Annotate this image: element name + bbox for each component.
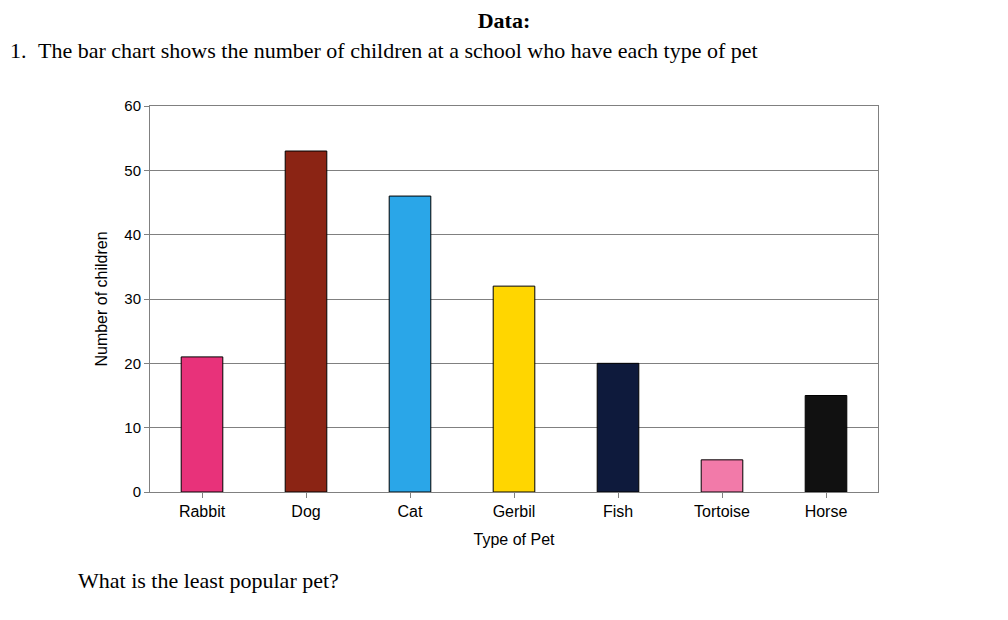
svg-text:Type of Pet: Type of Pet xyxy=(474,531,555,548)
svg-text:Fish: Fish xyxy=(603,503,633,520)
svg-text:Horse: Horse xyxy=(805,503,848,520)
svg-text:Dog: Dog xyxy=(291,503,320,520)
svg-text:60: 60 xyxy=(124,97,141,114)
svg-text:10: 10 xyxy=(124,419,141,436)
svg-text:40: 40 xyxy=(124,226,141,243)
svg-text:Gerbil: Gerbil xyxy=(493,503,536,520)
svg-text:Number of children: Number of children xyxy=(93,231,110,366)
svg-text:50: 50 xyxy=(124,162,141,179)
html-text:The bar chart shows the number: The bar chart shows the number of childr… xyxy=(38,38,758,63)
html-text:1.: 1. xyxy=(10,38,27,63)
svg-text:30: 30 xyxy=(124,290,141,307)
svg-text:20: 20 xyxy=(124,355,141,372)
svg-text:0: 0 xyxy=(133,483,141,500)
svg-text:Cat: Cat xyxy=(398,503,423,520)
svg-text:Tortoise: Tortoise xyxy=(694,503,750,520)
html-text:Data:: Data: xyxy=(477,8,531,33)
html-text:What is the least popular pet?: What is the least popular pet? xyxy=(78,568,339,593)
svg-text:Rabbit: Rabbit xyxy=(179,503,226,520)
